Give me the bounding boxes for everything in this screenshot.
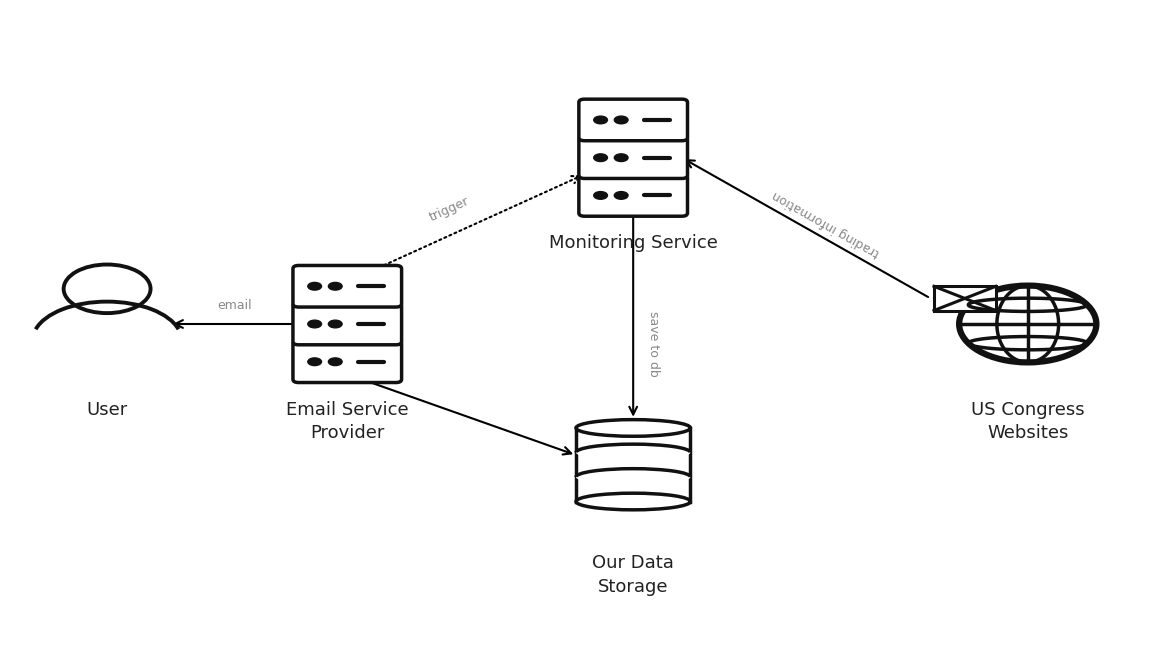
Circle shape (328, 320, 342, 328)
Circle shape (328, 358, 342, 365)
Text: User: User (86, 400, 128, 419)
FancyBboxPatch shape (293, 266, 402, 307)
Circle shape (614, 154, 628, 161)
Circle shape (593, 116, 607, 124)
Text: Monitoring Service: Monitoring Service (548, 235, 718, 253)
Ellipse shape (576, 493, 690, 510)
Circle shape (614, 192, 628, 200)
FancyBboxPatch shape (578, 137, 688, 178)
Ellipse shape (576, 420, 690, 436)
FancyBboxPatch shape (293, 341, 402, 382)
FancyBboxPatch shape (293, 303, 402, 345)
Text: Our Data
Storage: Our Data Storage (592, 554, 674, 596)
Circle shape (614, 116, 628, 124)
Circle shape (308, 283, 321, 290)
Ellipse shape (576, 444, 690, 461)
Circle shape (593, 192, 607, 200)
Circle shape (308, 320, 321, 328)
Circle shape (328, 283, 342, 290)
Text: save to db: save to db (647, 311, 660, 377)
Text: Email Service
Provider: Email Service Provider (286, 400, 409, 443)
Circle shape (593, 154, 607, 161)
Text: trigger: trigger (427, 194, 471, 224)
Text: US Congress
Websites: US Congress Websites (971, 400, 1084, 443)
Text: trading information: trading information (770, 189, 881, 260)
FancyBboxPatch shape (578, 99, 688, 141)
Circle shape (308, 358, 321, 365)
Circle shape (63, 264, 151, 313)
Ellipse shape (576, 420, 690, 436)
Bar (934, 286, 995, 310)
Ellipse shape (576, 469, 690, 485)
FancyBboxPatch shape (578, 175, 688, 216)
Circle shape (960, 286, 1097, 362)
Text: email: email (217, 299, 251, 312)
